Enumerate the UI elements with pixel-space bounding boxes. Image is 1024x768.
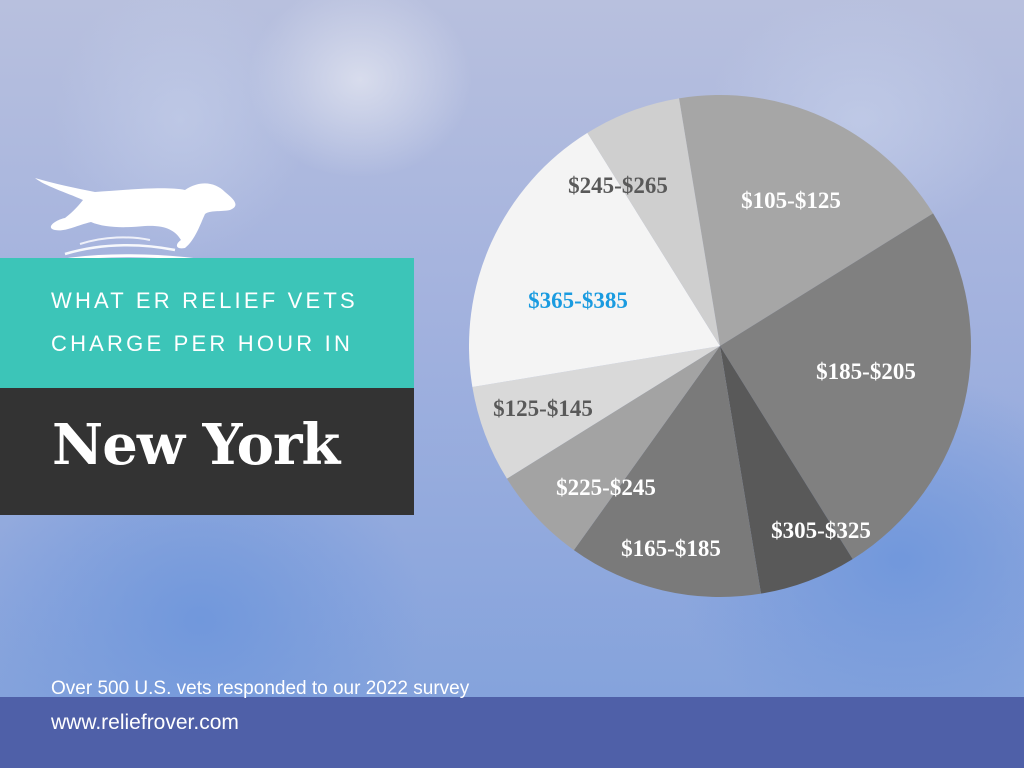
pie-slice-label: $245-$265 [568, 173, 668, 198]
pie-slice-label: $105-$125 [741, 188, 841, 213]
pie-slice [472, 346, 720, 479]
pie-slice [469, 132, 720, 387]
pie-slice [720, 213, 971, 560]
running-dog-logo-icon [29, 178, 236, 270]
pie-slice [506, 346, 720, 551]
pie-slice-label: $225-$245 [556, 475, 656, 500]
headline-banner [0, 258, 414, 388]
pie-slice-label: $305-$325 [771, 518, 871, 543]
city-title: New York [52, 412, 340, 478]
headline-line-2: CHARGE PER HOUR IN [51, 331, 354, 356]
headline-line-1: WHAT ER RELIEF VETS [51, 288, 358, 313]
pie-slice [720, 346, 853, 594]
survey-note: Over 500 U.S. vets responded to our 2022… [51, 678, 470, 699]
pie-slice-label: $185-$205 [816, 359, 916, 384]
website-link[interactable]: www.reliefrover.com [51, 711, 239, 734]
pie-slice [679, 94, 934, 346]
city-banner [0, 388, 414, 515]
pie-slice-label: $165-$185 [621, 536, 721, 561]
pie-slice-label: $365-$385 [528, 288, 628, 313]
pie-slice [573, 346, 761, 597]
pie-slice [587, 98, 720, 346]
pie-slice-label: $125-$145 [493, 396, 593, 421]
footer-bar [0, 697, 1024, 768]
